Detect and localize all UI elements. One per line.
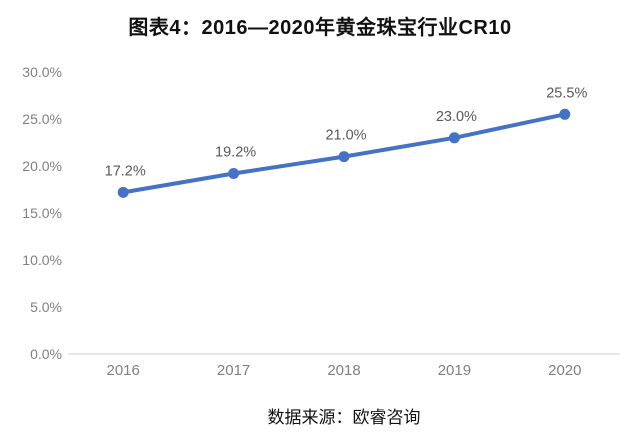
x-axis-tick-label: 2020 [548,362,581,379]
y-axis-tick-label: 15.0% [22,205,62,221]
y-axis-tick-label: 0.0% [30,346,62,362]
y-axis-tick-label: 30.0% [22,64,62,80]
data-point-label: 17.2% [105,163,146,179]
data-point-marker [338,151,350,163]
data-point-label: 19.2% [215,145,256,161]
chart-title: 图表4：2016—2020年黄金珠宝行业CR10 [128,17,512,39]
data-point-label: 23.0% [436,109,477,125]
x-axis-tick-label: 2018 [327,362,360,379]
data-point-marker [448,132,460,144]
source-caption: 数据来源：欧睿咨询 [267,408,421,427]
data-point-marker [559,108,571,120]
data-point-label: 21.0% [325,128,366,144]
data-point-marker [117,186,129,198]
y-axis-tick-label: 5.0% [30,299,62,315]
y-axis-tick-label: 10.0% [22,252,62,268]
data-point-marker [228,168,240,180]
x-axis-tick-label: 2017 [217,362,250,379]
y-axis-tick-label: 25.0% [22,111,62,127]
x-axis-tick-label: 2016 [107,362,140,379]
x-axis-tick-label: 2019 [438,362,471,379]
y-axis-tick-label: 20.0% [22,158,62,174]
data-point-label: 25.5% [546,85,587,101]
